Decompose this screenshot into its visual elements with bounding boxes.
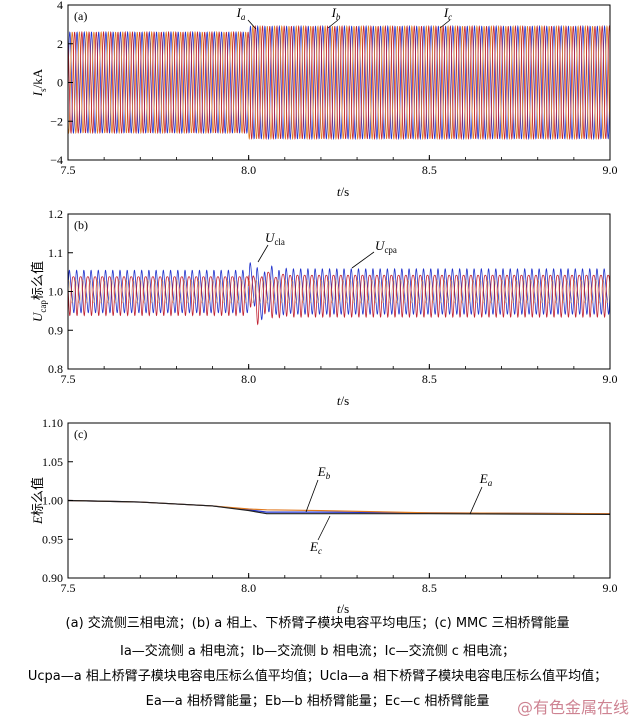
- y-tick-label: −4: [50, 153, 63, 167]
- y-tick-label: 1.2: [48, 207, 63, 221]
- panel-b-plot-area: [68, 261, 610, 326]
- panel-c-plot-area: [68, 499, 610, 516]
- panel-label: (b): [74, 218, 88, 232]
- ripple-mid-band: [68, 279, 610, 304]
- x-axis-label: t/s: [337, 184, 349, 199]
- y-tick-label: 1.0: [48, 285, 63, 299]
- y-axis-label: Ucap标么值: [30, 261, 48, 322]
- annotation-leader-Eb: [305, 479, 319, 513]
- annotation-leader-Ic: [439, 19, 451, 29]
- panel-c-chart: 7.5 8.0 8.5 9.0 1.10 1.05 1.00 0.95 0.90 (c) t/s E标…: [30, 416, 618, 616]
- y-tick-label: 1.1: [48, 246, 63, 260]
- watermark: @有色金属在线: [516, 698, 629, 717]
- series-Ec: [68, 499, 610, 516]
- y-tick-label: 2: [57, 37, 63, 51]
- x-tick-label: 8.0: [241, 581, 256, 595]
- annotation-Ia: Ia: [236, 5, 246, 22]
- annotation-leader-Ucpa: [351, 251, 375, 269]
- x-tick-label: 8.5: [422, 372, 437, 386]
- y-tick-label: 4: [57, 0, 63, 12]
- annotation-Ib: Ib: [331, 5, 341, 22]
- panel-label: (c): [74, 427, 87, 441]
- y-tick-label: 0.8: [48, 362, 63, 376]
- annotation-Ec: Ec: [309, 539, 322, 556]
- x-tick-label: 8.5: [422, 163, 437, 177]
- x-tick-label: 8.0: [241, 163, 256, 177]
- series-Ib: [68, 24, 610, 141]
- y-tick-label: 1.10: [42, 416, 63, 430]
- y-tick-label: −2: [50, 114, 63, 128]
- series-Ic: [68, 24, 610, 141]
- y-axis-label: Is/kA: [30, 68, 48, 97]
- annotation-Ic: Ic: [443, 5, 452, 22]
- y-tick-label: 0: [57, 76, 63, 90]
- annotation-leader-Ia: [247, 19, 257, 30]
- caption-line-3: Ucpa—a 相上桥臂子模块电容电压标么值平均值；Ucla—a 相下桥臂子模块电…: [27, 669, 608, 684]
- annotation-Ea: Ea: [479, 471, 493, 488]
- annotation-Eb: Eb: [317, 464, 331, 481]
- x-tick-label: 9.0: [603, 163, 618, 177]
- x-axis-label: t/s: [337, 393, 349, 408]
- caption-line-2: Ia—交流侧 a 相电流；Ib—交流侧 b 相电流；Ic—交流侧 c 相电流；: [119, 644, 516, 659]
- y-tick-label: 0.9: [48, 323, 63, 337]
- x-axis-label: t/s: [337, 601, 349, 616]
- y-tick-label: 0.90: [42, 571, 63, 585]
- annotation-leader-Ec: [317, 515, 331, 541]
- panel-label: (a): [74, 9, 87, 23]
- annotation-Ucla: Ucla: [265, 230, 285, 247]
- annotation-leader-Ucla: [257, 244, 269, 263]
- y-axis-label: E标么值: [30, 477, 45, 525]
- panel-b-chart: 7.5 8.0 8.5 9.0 1.2 1.1 1.0 0.9 0.8 (b) t/s Ucap标么值…: [30, 207, 618, 408]
- panel-a-chart: 7.5 8.0 8.5 9.0 4 2 0 −2 −4 (a) t/s Is/kA Ia Ib Ic: [30, 0, 618, 199]
- caption-line-4: Ea—a 相桥臂能量；Eb—b 相桥臂能量；Ec—c 相桥臂能量: [145, 694, 490, 709]
- y-tick-label: 1.00: [42, 494, 63, 508]
- panel-c-frame: [67, 422, 611, 579]
- series-Ucpa: [68, 271, 610, 326]
- y-tick-label: 1.05: [42, 455, 63, 469]
- annotation-Ucpa: Ucpa: [375, 238, 397, 255]
- x-tick-label: 7.5: [61, 163, 76, 177]
- x-tick-label: 9.0: [603, 372, 618, 386]
- x-tick-label: 9.0: [603, 581, 618, 595]
- y-tick-label: 0.95: [42, 532, 63, 546]
- annotation-leader-Ea: [469, 486, 483, 515]
- x-tick-label: 7.5: [61, 581, 76, 595]
- annotation-leader-Ib: [327, 19, 339, 29]
- x-tick-label: 7.5: [61, 372, 76, 386]
- panel-a-plot-area: [68, 24, 610, 141]
- x-tick-label: 8.0: [241, 372, 256, 386]
- caption-line-1: (a) 交流侧三相电流；(b) a 相上、下桥臂子模块电容平均电压；(c) MM…: [65, 616, 570, 631]
- x-tick-label: 8.5: [422, 581, 437, 595]
- series-Ia: [68, 24, 610, 141]
